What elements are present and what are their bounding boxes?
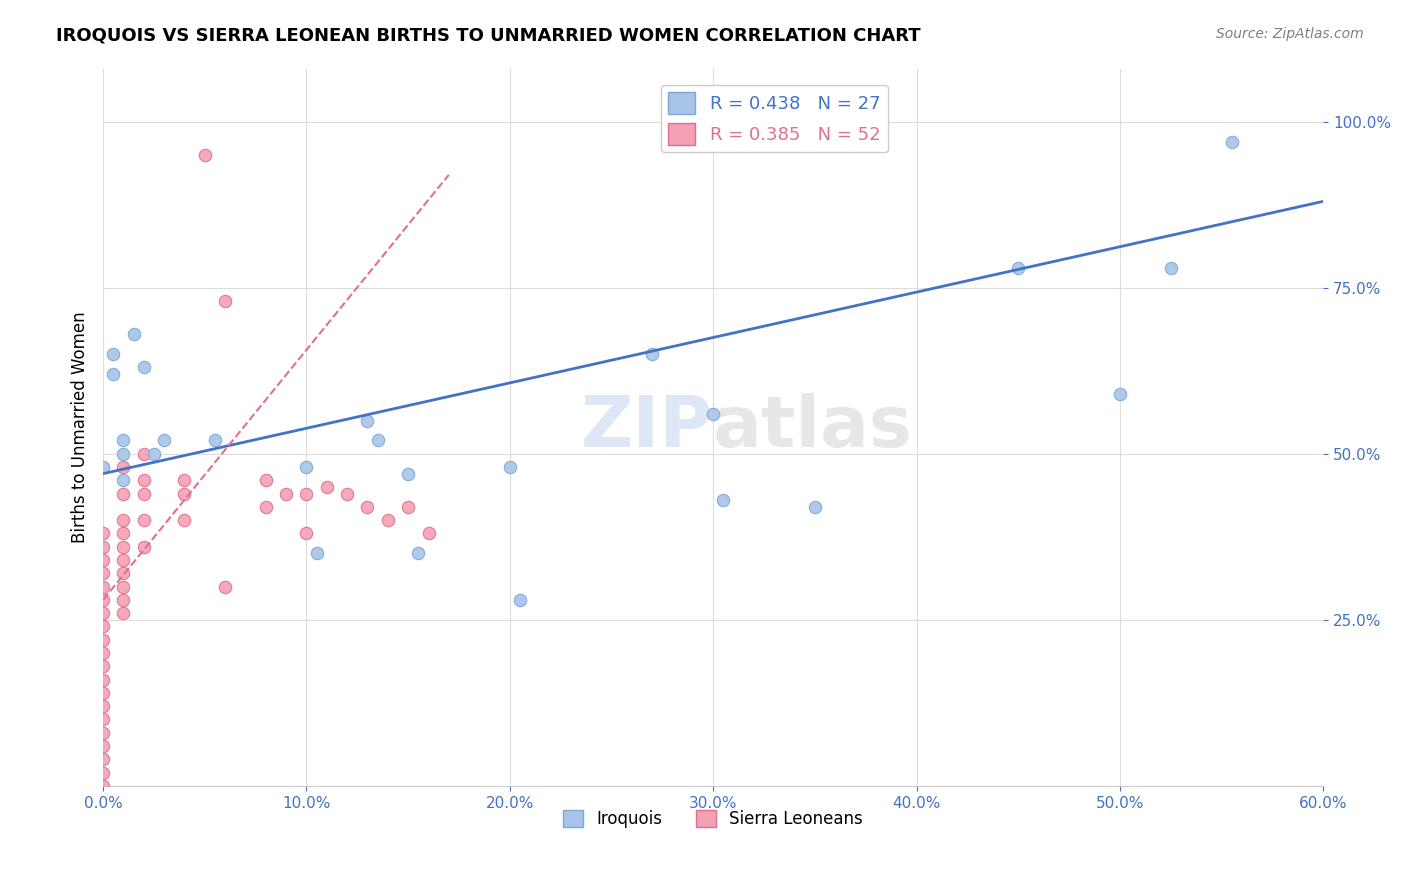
Point xyxy=(509,592,531,607)
Point xyxy=(132,447,155,461)
Point xyxy=(143,447,166,461)
Point xyxy=(91,673,114,687)
Point xyxy=(112,486,135,500)
Point xyxy=(91,580,114,594)
Point xyxy=(499,460,522,475)
Point xyxy=(91,566,114,581)
Point xyxy=(132,360,155,375)
Point xyxy=(173,473,195,487)
Point xyxy=(112,513,135,527)
Point xyxy=(305,546,328,560)
Point xyxy=(295,526,318,541)
Point xyxy=(112,553,135,567)
Point xyxy=(103,367,125,381)
Point xyxy=(204,434,226,448)
Point xyxy=(91,540,114,554)
Point xyxy=(91,686,114,700)
Point xyxy=(91,752,114,766)
Point xyxy=(91,553,114,567)
Point xyxy=(1007,260,1029,275)
Point xyxy=(641,347,664,361)
Point xyxy=(408,546,430,560)
Point xyxy=(91,632,114,647)
Text: atlas: atlas xyxy=(713,392,912,462)
Point xyxy=(91,659,114,673)
Point xyxy=(112,606,135,620)
Point xyxy=(276,486,298,500)
Point xyxy=(295,460,318,475)
Text: Source: ZipAtlas.com: Source: ZipAtlas.com xyxy=(1216,27,1364,41)
Point xyxy=(112,434,135,448)
Point xyxy=(91,619,114,633)
Point xyxy=(91,460,114,475)
Point xyxy=(1109,387,1132,401)
Point xyxy=(122,327,145,342)
Point xyxy=(396,500,419,514)
Point xyxy=(91,779,114,793)
Point xyxy=(153,434,176,448)
Text: ZIP: ZIP xyxy=(581,392,713,462)
Point xyxy=(91,712,114,726)
Point xyxy=(295,486,318,500)
Point xyxy=(91,592,114,607)
Y-axis label: Births to Unmarried Women: Births to Unmarried Women xyxy=(72,311,89,543)
Point xyxy=(1160,260,1182,275)
Point xyxy=(91,765,114,780)
Point xyxy=(103,347,125,361)
Point xyxy=(1220,135,1243,149)
Legend: Iroquois, Sierra Leoneans: Iroquois, Sierra Leoneans xyxy=(557,804,870,835)
Point xyxy=(132,473,155,487)
Point xyxy=(91,646,114,660)
Point xyxy=(367,434,389,448)
Point xyxy=(254,500,277,514)
Point xyxy=(711,493,734,508)
Point xyxy=(91,699,114,714)
Point xyxy=(194,148,217,162)
Point xyxy=(356,500,378,514)
Text: IROQUOIS VS SIERRA LEONEAN BIRTHS TO UNMARRIED WOMEN CORRELATION CHART: IROQUOIS VS SIERRA LEONEAN BIRTHS TO UNM… xyxy=(56,27,921,45)
Point xyxy=(132,540,155,554)
Point xyxy=(112,460,135,475)
Point xyxy=(173,486,195,500)
Point xyxy=(112,473,135,487)
Point xyxy=(804,500,827,514)
Point xyxy=(112,540,135,554)
Point xyxy=(377,513,399,527)
Point xyxy=(91,606,114,620)
Point xyxy=(112,566,135,581)
Point xyxy=(91,725,114,739)
Point xyxy=(315,480,337,494)
Point xyxy=(336,486,359,500)
Point xyxy=(91,739,114,753)
Point xyxy=(91,526,114,541)
Point xyxy=(702,407,724,421)
Point xyxy=(214,580,236,594)
Point xyxy=(112,580,135,594)
Point xyxy=(132,513,155,527)
Point xyxy=(112,592,135,607)
Point xyxy=(418,526,440,541)
Point xyxy=(112,526,135,541)
Point xyxy=(396,467,419,481)
Point xyxy=(173,513,195,527)
Point xyxy=(214,293,236,308)
Point xyxy=(254,473,277,487)
Point xyxy=(356,413,378,427)
Point xyxy=(132,486,155,500)
Point xyxy=(112,447,135,461)
